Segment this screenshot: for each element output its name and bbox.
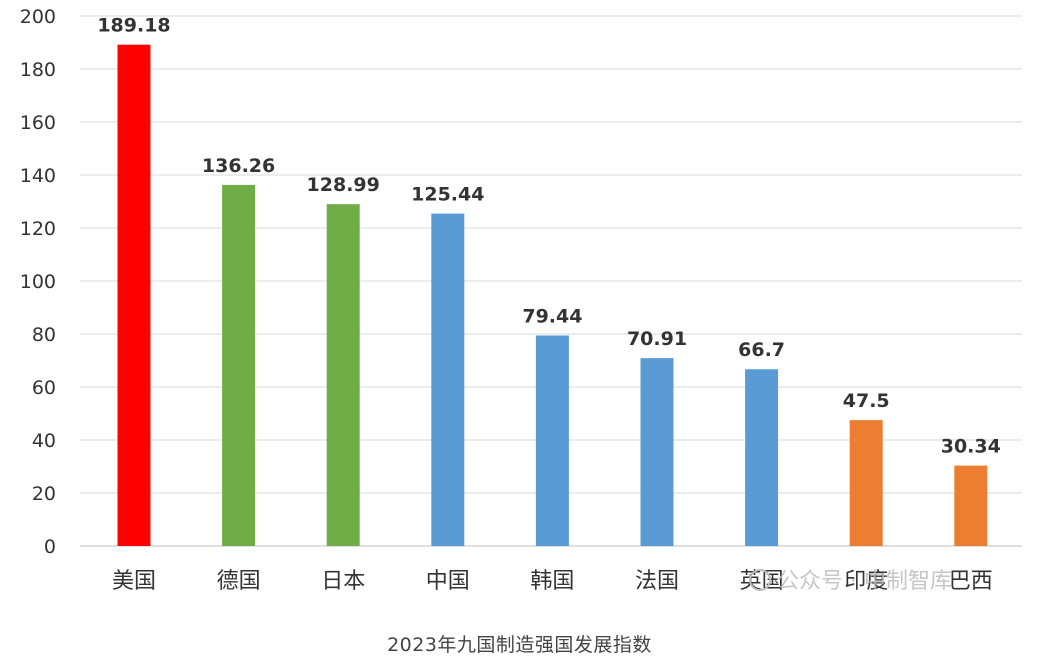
- chart-caption: 2023年九国制造强国发展指数: [387, 634, 652, 656]
- x-category-label: 中国: [426, 569, 470, 594]
- y-tick-label: 20: [32, 483, 56, 505]
- x-category-label: 德国: [217, 569, 261, 594]
- x-category-label: 印度: [844, 569, 888, 594]
- bar: [954, 465, 988, 546]
- x-category-label: 日本: [321, 569, 365, 594]
- y-axis-ticks: 0 20 40 60 80 100 120 140 160 180 200: [20, 6, 56, 558]
- bar: [640, 358, 674, 546]
- x-category-label: 法国: [635, 569, 679, 594]
- y-tick-label: 180: [20, 59, 56, 81]
- y-tick-label: 120: [20, 218, 56, 240]
- bar: [117, 44, 151, 546]
- y-tick-label: 40: [32, 430, 56, 452]
- x-category-label: 韩国: [530, 569, 574, 594]
- bar-value-label: 189.18: [97, 15, 170, 37]
- x-axis-categories: 美国 德国 日本 中国 韩国 法国 英国 印度 巴西: [112, 569, 993, 594]
- y-tick-label: 140: [20, 165, 56, 187]
- y-tick-label: 160: [20, 112, 56, 134]
- bar-value-label: 136.26: [202, 155, 275, 177]
- bar: [745, 369, 779, 546]
- watermark-text: 公众号 · 中制智库: [777, 569, 952, 594]
- bar: [849, 420, 883, 546]
- bar: [431, 213, 465, 547]
- bar: [535, 335, 569, 546]
- bar-value-label: 79.44: [522, 305, 582, 327]
- x-category-label: 巴西: [949, 569, 993, 594]
- bars: [117, 44, 988, 547]
- bar-value-label: 66.7: [738, 339, 785, 361]
- bar-value-label: 30.34: [941, 436, 1001, 458]
- x-category-label: 美国: [112, 569, 156, 594]
- data-labels: 189.18 136.26 128.99 125.44 79.44 70.91 66.7 47…: [97, 15, 1001, 458]
- y-tick-label: 0: [44, 536, 56, 558]
- bar-value-label: 125.44: [411, 184, 484, 206]
- bar: [326, 204, 360, 546]
- bar-value-label: 128.99: [307, 174, 380, 196]
- bar-value-label: 47.5: [843, 390, 890, 412]
- y-tick-label: 80: [32, 324, 56, 346]
- watermark-icon: [749, 569, 771, 591]
- bar-value-label: 70.91: [627, 328, 687, 350]
- y-tick-label: 100: [20, 271, 56, 293]
- y-tick-label: 200: [20, 6, 56, 28]
- bar: [222, 184, 256, 546]
- watermark: 公众号 · 中制智库: [749, 569, 952, 594]
- y-tick-label: 60: [32, 377, 56, 399]
